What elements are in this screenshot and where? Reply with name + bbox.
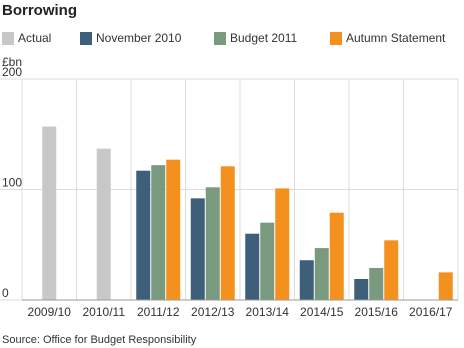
source: Source: Office for Budget Responsibility (2, 334, 197, 346)
y-tick-label: 100 (2, 176, 22, 190)
bar (205, 187, 220, 300)
bar (299, 260, 314, 300)
legend-swatch (80, 32, 92, 45)
bar (275, 188, 290, 300)
legend-swatch (2, 32, 14, 45)
bar (136, 170, 151, 300)
bar (151, 165, 166, 300)
y-axis-label: £bn (2, 55, 22, 69)
x-tick-label: 2010/11 (83, 305, 126, 319)
y-tick-label: 200 (2, 65, 22, 79)
x-tick-label: 2009/10 (28, 305, 72, 319)
x-tick-label: 2015/16 (355, 305, 399, 319)
y-tick-label: 0 (2, 286, 9, 300)
x-tick-label: 2012/13 (191, 305, 235, 319)
bar (42, 126, 57, 300)
bar (260, 222, 275, 300)
legend-swatch (214, 32, 226, 45)
bar (96, 148, 111, 300)
chart-title: Borrowing (2, 2, 77, 19)
bar (220, 166, 235, 300)
bar (329, 212, 344, 300)
bar (369, 267, 384, 300)
bar (166, 159, 181, 300)
bar (314, 248, 329, 300)
legend-swatch (330, 32, 342, 45)
bar (438, 272, 453, 300)
legend-label: November 2010 (96, 31, 182, 45)
x-tick-label: 2014/15 (300, 305, 344, 319)
legend-label: Budget 2011 (230, 31, 297, 45)
x-tick-label: 2011/12 (137, 305, 180, 319)
bar (384, 240, 399, 300)
bar (245, 233, 260, 300)
legend-label: Actual (18, 31, 51, 45)
legend-label: Autumn Statement (346, 31, 446, 45)
bar (190, 198, 205, 300)
x-tick-label: 2016/17 (409, 305, 453, 319)
x-tick-label: 2013/14 (246, 305, 290, 319)
bar (354, 279, 369, 300)
